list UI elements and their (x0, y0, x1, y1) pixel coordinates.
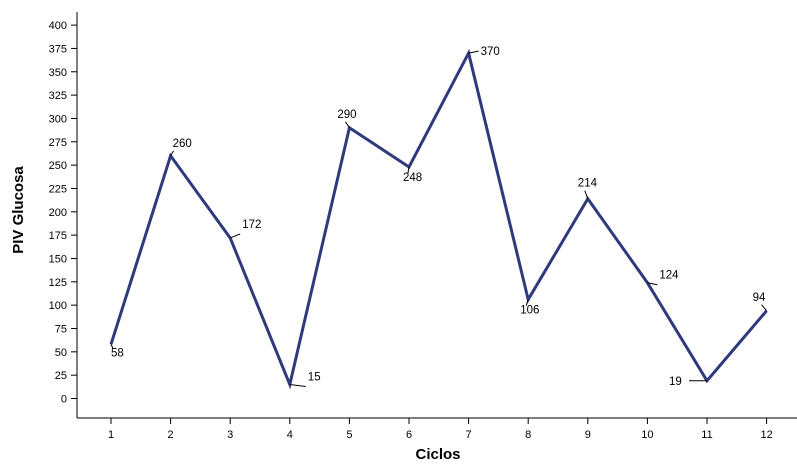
y-tick-label: 200 (49, 207, 67, 219)
x-tick-label: 10 (641, 429, 653, 441)
data-label-leader (110, 344, 114, 349)
y-tick-label: 375 (49, 43, 67, 55)
data-label: 248 (403, 172, 422, 184)
series (109, 48, 768, 390)
x-tick-label: 11 (701, 429, 712, 441)
data-labels: 58 260 172 15 290 248 370 106 214 124 19 94 (110, 46, 767, 388)
y-tick-label: 50 (55, 347, 67, 359)
y-tick-label: 125 (49, 277, 67, 289)
data-label-leader (647, 282, 658, 286)
x-tick-label: 12 (760, 429, 772, 441)
x-tick-label: 4 (287, 429, 293, 441)
y-tick-label: 325 (49, 90, 67, 102)
x-tick-label: 5 (346, 429, 352, 441)
x-axis-title: Ciclos (415, 446, 460, 463)
y-tick-label: 300 (49, 113, 67, 125)
series-line (109, 48, 768, 390)
data-label-leader (230, 233, 241, 239)
y-tick-label: 250 (49, 160, 67, 172)
data-label-leader (289, 384, 306, 387)
data-label: 370 (481, 46, 500, 58)
x-tick-label: 1 (108, 429, 114, 441)
x-tick-label: 8 (525, 429, 531, 441)
data-label-leader (407, 166, 410, 174)
data-label: 214 (578, 178, 598, 190)
y-tick-label: 25 (55, 370, 67, 382)
x-tick-label: 7 (466, 429, 472, 441)
data-label-leader (525, 299, 529, 306)
data-label: 172 (242, 219, 261, 231)
data-label: 124 (659, 270, 679, 282)
data-label-leader (170, 150, 175, 157)
y-tick-label: 350 (49, 67, 67, 79)
y-tick-label: 0 (61, 394, 67, 406)
data-label-leader (468, 50, 479, 54)
data-label: 106 (520, 305, 539, 317)
y-tick-label: 400 (49, 20, 67, 32)
y-tick-label: 150 (49, 253, 67, 265)
y-axis: 0 25 50 75 100 125 150 175 200 225 250 275 300 325 350… (49, 12, 78, 418)
y-axis-title: PIV Glucosa (10, 166, 27, 254)
x-axis: 1 2 3 4 5 6 7 8 9 10 11 12 (77, 417, 797, 441)
y-tick-label: 225 (49, 183, 67, 195)
data-label: 94 (753, 292, 766, 304)
x-tick-label: 6 (406, 429, 412, 441)
data-label: 58 (111, 347, 124, 359)
x-tick-label: 2 (168, 429, 174, 441)
y-tick-label: 275 (49, 137, 67, 149)
data-label: 260 (173, 138, 192, 150)
y-tick-label: 75 (55, 323, 67, 335)
data-label: 15 (308, 371, 321, 383)
y-tick-label: 100 (49, 300, 67, 312)
data-label-leader (761, 304, 767, 312)
data-label: 19 (669, 376, 682, 388)
x-tick-label: 3 (227, 429, 233, 441)
x-tick-label: 9 (585, 429, 591, 441)
data-label-leader (344, 121, 350, 129)
y-tick-label: 175 (49, 230, 67, 242)
data-label-leader (584, 190, 589, 199)
data-label: 290 (337, 109, 356, 121)
